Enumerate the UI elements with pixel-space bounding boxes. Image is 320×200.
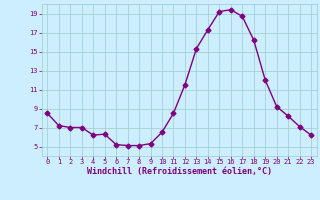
- X-axis label: Windchill (Refroidissement éolien,°C): Windchill (Refroidissement éolien,°C): [87, 167, 272, 176]
